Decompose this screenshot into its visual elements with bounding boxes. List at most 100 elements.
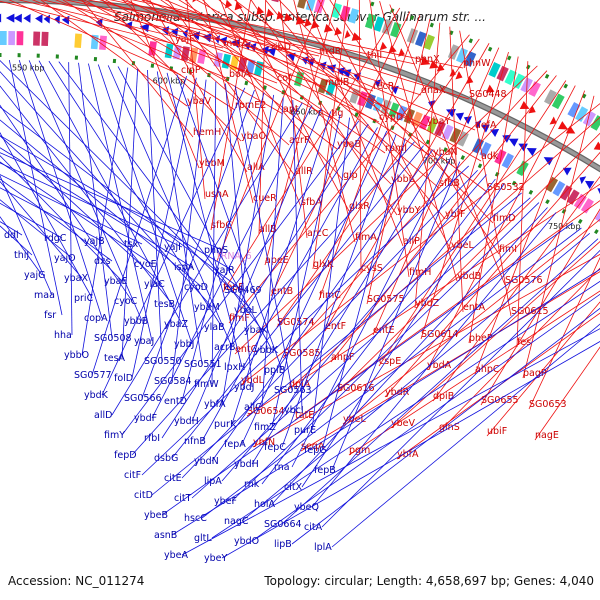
forward-gene-label: ybaY [427,116,450,127]
forward-gene-label: ybbL [391,174,415,185]
reverse-gene-label: fepB [314,465,336,476]
reverse-gene-label: ybeQ [294,502,319,513]
marker-dash [487,46,493,52]
reverse-gene-label: asnB [154,530,177,541]
forward-label-leader [426,85,576,371]
forward-label-leader [196,0,482,162]
reverse-gene-label: cyoE [134,259,157,270]
reverse-gene-label: citD [134,490,153,501]
forward-cog-ring-block [271,0,279,3]
forward-gene-label: apt [283,104,299,115]
reverse-label-leader [131,141,415,456]
reverse-gene-label: rna [274,462,290,473]
forward-gene-label: entB [271,286,293,297]
reverse-cog-ring-block [559,185,573,201]
forward-label-leader [534,346,600,441]
forward-gene-label: sfbA [301,197,322,208]
reverse-gene-label: cyoC [114,296,138,307]
reverse-cog-ring-block [33,31,41,46]
forward-label-leader [288,116,600,390]
reverse-label-leader [151,192,522,496]
reverse-label-leader [78,62,113,339]
reverse-label-leader [68,62,73,336]
reverse-gene-ring-arrow [13,13,22,23]
reverse-label-leader [171,268,600,536]
reverse-label-leader [211,280,600,539]
forward-gene-label: tatE [295,410,314,421]
reverse-gene-ring-arrow [562,167,572,176]
forward-label-leader [83,0,284,115]
reverse-gene-ring-arrow [266,47,277,57]
reverse-label-leader [181,328,600,556]
reverse-gene-ring-arrow [518,143,528,152]
forward-label-leader [185,0,344,181]
reverse-label-leader [271,207,548,505]
reverse-cog-ring-block [449,127,462,144]
forward-gene-label: hemH [193,127,221,138]
forward-label-leader [366,18,431,305]
forward-label-leader [218,0,440,189]
forward-label-leader [234,0,488,193]
forward-cog-ring-block [314,0,325,14]
forward-label-leader [389,4,506,286]
forward-gene-label: ahpC [475,364,500,375]
reverse-gene-label: ylaC [144,279,165,290]
reverse-gene-ring-arrow [249,42,257,52]
reverse-gene-label: ybdK [84,390,109,401]
reverse-label-leader [261,178,496,485]
reverse-gene-ring-arrow [455,112,465,121]
forward-label-leader [486,301,600,437]
reverse-label-leader [161,222,574,516]
forward-gene-label: ahpF [331,352,354,363]
forward-label-leader [41,0,272,53]
reverse-label-leader [0,85,173,305]
forward-gene-ring-arrow [234,1,243,11]
marker-dash [354,112,359,118]
marker-dash [545,199,550,205]
reverse-gene-ring-arrow [490,128,500,138]
reverse-label-leader [225,83,253,388]
forward-gene-ring-arrow [256,6,265,16]
reverse-gene-label: tesB [154,299,175,310]
reverse-gene-label: allC [244,402,262,413]
forward-gene-label: ybfF [445,209,465,220]
forward-gene-label: cof [277,73,292,84]
forward-label-leader [279,0,308,239]
reverse-label-leader [201,227,582,519]
reverse-cog-ring-block [16,31,24,46]
marker-dash [410,15,415,21]
reverse-cog-ring-block [516,160,529,177]
forward-gene-label: ybeV [391,418,415,429]
reverse-gene-label: gltL [194,533,212,544]
forward-cog-ring-block [575,106,589,122]
forward-label-leader [120,0,422,96]
forward-gene-ring-arrow [557,121,569,130]
reverse-cog-ring-block [594,210,600,223]
reverse-gene-ring-arrow [23,13,31,23]
forward-gene-label: dpiB [433,391,454,402]
reverse-gene-label: hha [54,330,72,341]
reverse-gene-label: ppiB [264,365,285,376]
reverse-gene-label: fimZ [254,422,276,433]
reverse-label-leader [251,153,443,465]
reverse-gene-ring-arrow [584,180,595,189]
reverse-gene-label: fepG [304,445,327,456]
reverse-cog-ring-block [74,33,82,48]
forward-cog-ring-block [464,51,477,67]
forward-label-leader [329,0,500,255]
reverse-gene-label: rdgC [44,233,67,244]
forward-gene-label: fimH [409,267,431,278]
forward-label-leader [167,0,296,177]
reverse-label-leader [121,68,139,359]
reverse-label-leader [221,341,600,559]
marker-dash [443,147,448,153]
forward-cog-ring-block [551,93,565,110]
forward-gene-label: seqA [301,441,325,452]
reverse-gene-label: maa [34,290,55,301]
reverse-gene-label: yajG [24,270,45,281]
forward-gene-label: glxR [349,201,370,212]
forward-cog-ring-block [488,61,501,78]
forward-label-leader [438,267,600,433]
forward-label-leader [54,0,278,84]
